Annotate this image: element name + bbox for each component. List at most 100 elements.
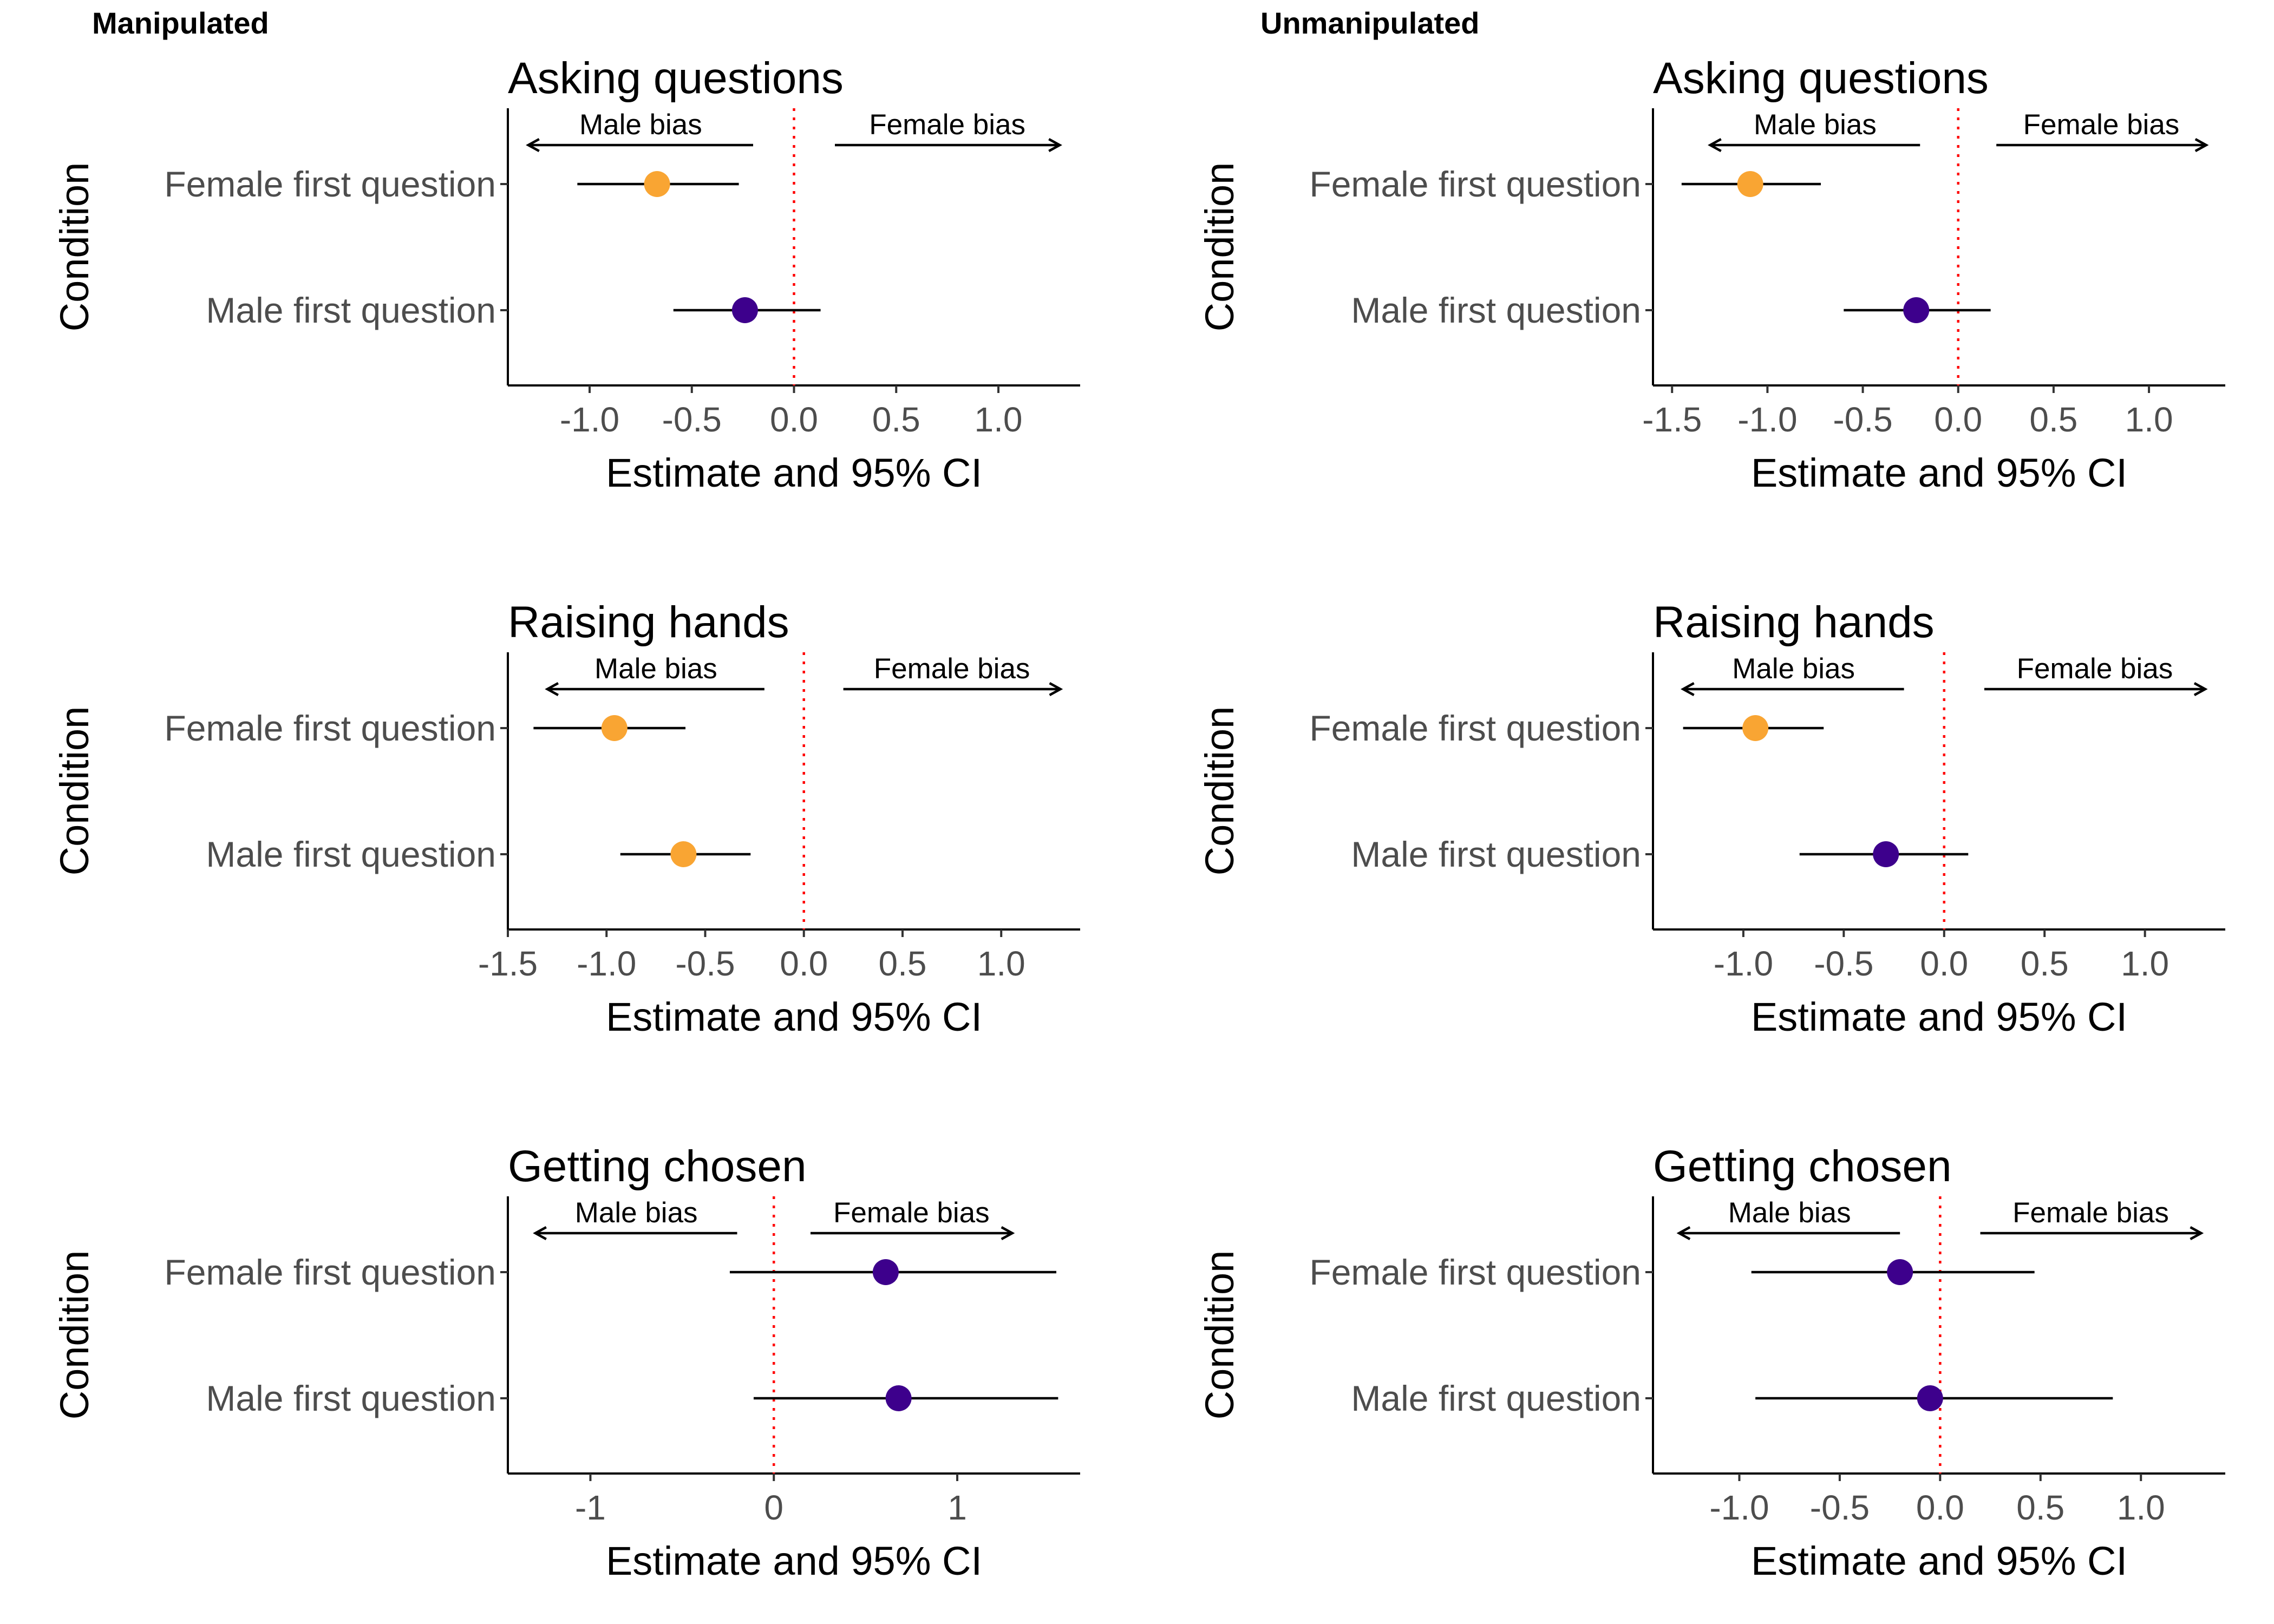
x-axis-title: Estimate and 95% CI [606,450,982,495]
female-bias-arrowhead [2194,138,2209,152]
x-tick-label: 0.0 [1920,944,1968,983]
column-title-manipulated: Manipulated [92,6,269,40]
estimate-point-female-first-question [644,171,670,197]
y-tick-label: Male first question [1351,290,1641,330]
estimate-point-male-first-question [1873,841,1899,867]
y-tick-label: Female first question [164,708,496,748]
female-bias-label: Female bias [2012,1197,2169,1229]
panel-manipulated-raising-hands: Raising hands -1.5 -1.0 -0.5 0.0 0.5 1.0 Estima… [52,598,1080,1039]
x-tick-label: -1.0 [1737,400,1797,439]
panel-title: Raising hands [508,598,789,647]
male-bias-arrowhead [1708,138,1722,152]
y-tick-label: Male first question [1351,834,1641,874]
column-title-unmanipulated: Unmanipulated [1260,6,1479,40]
x-tick-label: 0.5 [2029,400,2077,439]
x-axis-title: Estimate and 95% CI [1751,994,2127,1039]
x-tick-label: -1.0 [1709,1488,1769,1527]
x-tick-label: 0.0 [780,944,828,983]
male-bias-arrowhead [1680,682,1695,696]
x-tick-label: -1.0 [577,944,636,983]
female-bias-label: Female bias [2017,653,2173,685]
x-tick-label: 1.0 [975,400,1023,439]
x-tick-label: 0.5 [2021,944,2069,983]
x-tick-label: 1 [948,1488,967,1527]
female-bias-label: Female bias [2023,109,2180,141]
y-tick-label: Female first question [164,164,496,204]
x-tick-label: 0.5 [872,400,920,439]
y-tick-label: Male first question [206,834,496,874]
x-tick-label: -1.5 [1642,400,1702,439]
y-tick-label: Female first question [164,1252,496,1292]
estimate-point-female-first-question [872,1259,899,1285]
panel-manipulated-asking-questions: Asking questions -1.0 -0.5 0.0 0.5 1.0 Estimat… [52,54,1080,495]
male-bias-label: Male bias [1754,109,1877,141]
y-axis-title: Condition [52,706,97,876]
x-tick-label: -1.0 [560,400,619,439]
y-tick-label: Male first question [206,290,496,330]
panel-manipulated-getting-chosen: Getting chosen -1 0 1 Estimate and 95% CI Con… [52,1142,1080,1583]
estimate-point-male-first-question [885,1385,912,1411]
x-tick-label: 1.0 [2125,400,2173,439]
x-tick-label: 1.0 [2121,944,2169,983]
x-tick-label: -0.5 [1810,1488,1870,1527]
panel-unmanipulated-getting-chosen: Getting chosen -1.0 -0.5 0.0 0.5 1.0 Estimate … [1197,1142,2225,1583]
y-axis-title: Condition [1197,1250,1242,1420]
x-tick-label: 0.0 [770,400,818,439]
panels: Asking questions -1.0 -0.5 0.0 0.5 1.0 Estimat… [52,54,2225,1583]
x-axis-title: Estimate and 95% CI [1751,450,2127,495]
x-tick-label: 0.5 [878,944,926,983]
y-axis-title: Condition [1197,162,1242,332]
x-tick-label: 0.0 [1934,400,1982,439]
estimate-point-male-first-question [1903,297,1930,323]
estimate-point-female-first-question [1887,1259,1913,1285]
x-tick-label: 0.5 [2016,1488,2064,1527]
x-axis-title: Estimate and 95% CI [606,1538,982,1583]
x-tick-label: 1.0 [977,944,1025,983]
panel-title: Raising hands [1653,598,1935,647]
female-bias-label: Female bias [833,1197,990,1229]
panel-unmanipulated-asking-questions: Asking questions -1.5 -1.0 -0.5 0.0 0.5 1.0 Est… [1197,54,2225,495]
female-bias-label: Female bias [869,109,1025,141]
x-axis-title: Estimate and 95% CI [606,994,982,1039]
panel-title: Getting chosen [508,1142,807,1191]
estimate-point-female-first-question [1737,171,1763,197]
female-bias-arrowhead [2193,682,2208,696]
panel-title: Asking questions [1653,54,1989,103]
y-tick-label: Male first question [206,1378,496,1418]
male-bias-label: Male bias [575,1197,698,1229]
estimate-point-female-first-question [601,715,628,741]
x-tick-label: -1.5 [478,944,538,983]
y-tick-label: Male first question [1351,1378,1641,1418]
y-axis-title: Condition [1197,706,1242,876]
male-bias-label: Male bias [579,109,702,141]
x-tick-label: -0.5 [1833,400,1892,439]
female-bias-arrowhead [2190,1226,2204,1240]
y-axis-title: Condition [52,1250,97,1420]
x-tick-label: 0.0 [1916,1488,1964,1527]
y-tick-label: Female first question [1309,708,1641,748]
female-bias-label: Female bias [874,653,1030,685]
estimate-point-male-first-question [1917,1385,1943,1411]
male-bias-arrowhead [533,1226,547,1240]
male-bias-arrowhead [526,138,540,152]
female-bias-arrowhead [1048,138,1062,152]
panel-title: Asking questions [508,54,844,103]
x-axis-title: Estimate and 95% CI [1751,1538,2127,1583]
x-tick-label: 0 [764,1488,783,1527]
estimate-point-male-first-question [731,297,758,323]
estimate-point-female-first-question [1742,715,1769,741]
female-bias-arrowhead [1049,682,1063,696]
x-tick-label: -0.5 [675,944,735,983]
male-bias-label: Male bias [1732,653,1855,685]
panel-unmanipulated-raising-hands: Raising hands -1.0 -0.5 0.0 0.5 1.0 Estimate a… [1197,598,2225,1039]
x-tick-label: -0.5 [662,400,722,439]
panel-title: Getting chosen [1653,1142,1952,1191]
male-bias-arrowhead [1676,1226,1691,1240]
x-tick-label: -1 [575,1488,606,1527]
x-tick-label: 1.0 [2117,1488,2165,1527]
female-bias-arrowhead [1001,1226,1015,1240]
estimate-point-male-first-question [670,841,697,867]
male-bias-label: Male bias [594,653,717,685]
y-tick-label: Female first question [1309,164,1641,204]
